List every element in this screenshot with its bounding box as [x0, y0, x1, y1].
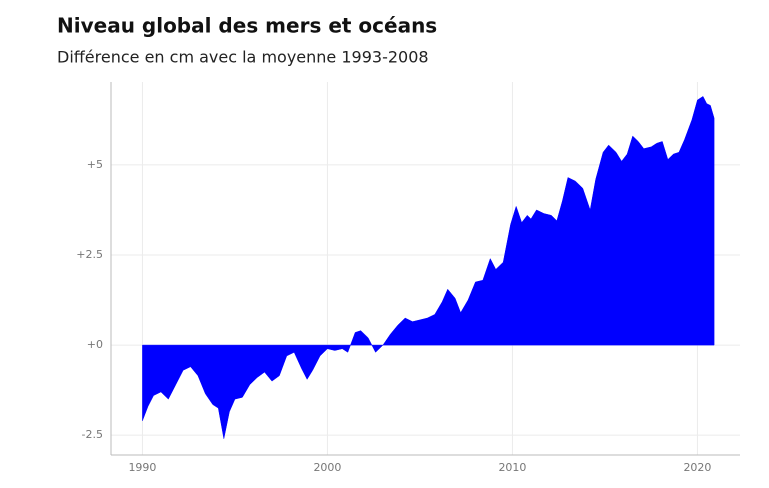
x-tick-label: 2010 — [498, 461, 526, 474]
chart-title: Niveau global des mers et océans — [57, 14, 437, 38]
x-tick-label: 2000 — [313, 461, 341, 474]
axis-labels: -2.5 +0 +2.5 +5 1990 2000 2010 2020 — [76, 158, 711, 474]
y-tick-label: +0 — [87, 338, 103, 351]
y-tick-label: -2.5 — [82, 428, 103, 441]
y-tick-label: +2.5 — [76, 248, 103, 261]
area — [142, 96, 715, 439]
plot — [142, 96, 715, 439]
x-tick-label: 1990 — [128, 461, 156, 474]
y-tick-label: +5 — [87, 158, 103, 171]
chart-subtitle: Différence en cm avec la moyenne 1993-20… — [57, 48, 429, 67]
x-tick-label: 2020 — [683, 461, 711, 474]
